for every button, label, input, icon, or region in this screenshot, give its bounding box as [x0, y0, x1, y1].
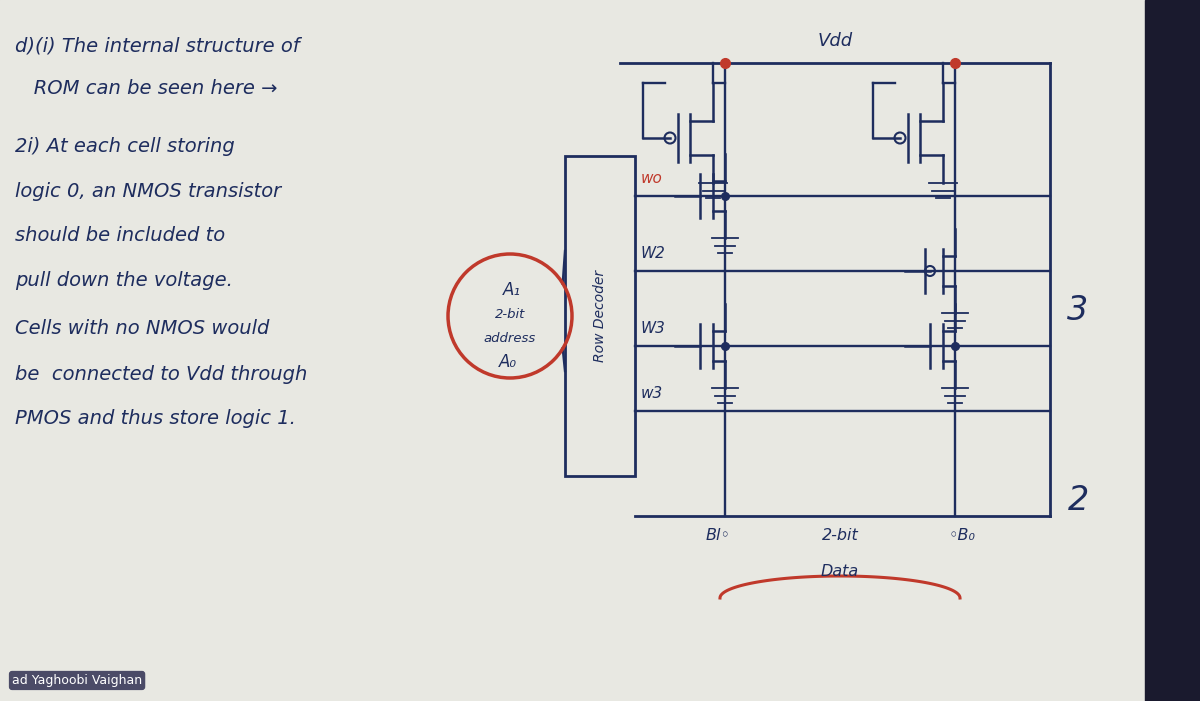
- Text: ROM can be seen here →: ROM can be seen here →: [14, 79, 277, 99]
- Text: be  connected to Vdd through: be connected to Vdd through: [14, 365, 307, 383]
- Text: Cells with no NMOS would: Cells with no NMOS would: [14, 320, 269, 339]
- Text: wo: wo: [641, 171, 662, 186]
- Text: d)(i) The internal structure of: d)(i) The internal structure of: [14, 36, 300, 55]
- Text: PMOS and thus store logic 1.: PMOS and thus store logic 1.: [14, 409, 296, 428]
- Text: logic 0, an NMOS transistor: logic 0, an NMOS transistor: [14, 182, 281, 200]
- Text: W2: W2: [641, 246, 666, 261]
- Text: Bl◦: Bl◦: [706, 528, 731, 543]
- Text: A₀: A₀: [499, 353, 517, 371]
- Text: pull down the voltage.: pull down the voltage.: [14, 271, 233, 290]
- Text: address: address: [484, 332, 536, 344]
- Text: Row Decoder: Row Decoder: [593, 270, 607, 362]
- Text: ad Yaghoobi Vaighan: ad Yaghoobi Vaighan: [12, 674, 142, 687]
- Text: 3: 3: [1067, 294, 1088, 327]
- Text: Vdd: Vdd: [817, 32, 852, 50]
- Text: ◦B₀: ◦B₀: [948, 528, 976, 543]
- Text: w3: w3: [641, 386, 664, 401]
- Text: 2i) At each cell storing: 2i) At each cell storing: [14, 137, 235, 156]
- Text: Data: Data: [821, 564, 859, 579]
- Text: 2-bit: 2-bit: [494, 308, 526, 320]
- Text: 2-bit: 2-bit: [822, 528, 858, 543]
- Bar: [565, 156, 635, 476]
- Text: should be included to: should be included to: [14, 226, 226, 245]
- Text: W3: W3: [641, 321, 666, 336]
- Bar: [1145, 0, 1200, 701]
- Text: A₁: A₁: [503, 281, 521, 299]
- Text: 2: 2: [1067, 484, 1088, 517]
